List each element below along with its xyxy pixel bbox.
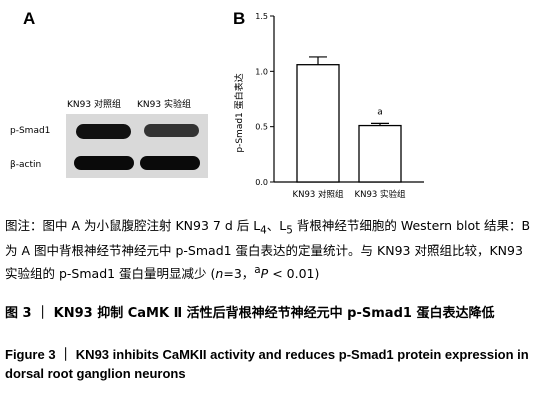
figure-caption: 图注：图中 A 为小鼠腹腔注射 KN93 7 d 后 L4、L5 背根神经节细胞… <box>5 218 531 281</box>
significance-marker: a <box>377 107 383 117</box>
y-tick-label: 1.0 <box>255 67 268 76</box>
bar <box>358 124 402 183</box>
figure-title-chinese: 图 3 ｜ KN93 抑制 CaMK Ⅱ 活性后背根神经节神经元中 p-Smad… <box>5 306 495 321</box>
band-psmad1-control <box>76 124 131 139</box>
bar <box>296 64 340 183</box>
lane-label-experimental: KN93 实验组 <box>137 100 191 110</box>
lane-label-control: KN93 对照组 <box>67 100 121 110</box>
blot-label-psmad1: p-Smad1 <box>10 126 51 136</box>
y-tick-label: 1.5 <box>255 12 268 21</box>
y-tick-label: 0.0 <box>255 178 268 187</box>
band-beta-actin-experimental <box>140 156 200 170</box>
bar-chart: p-Smad1 蛋白表达 0.0 0.5 1.0 1.5 KN93 对照组 KN93 实验… <box>233 12 424 200</box>
blot-beta-actin <box>66 150 208 178</box>
blot-psmad1 <box>66 114 208 150</box>
y-tick-label: 0.5 <box>255 123 268 132</box>
band-beta-actin-control <box>74 156 134 170</box>
x-tick-label: KN93 对照组 <box>293 189 344 200</box>
figure-title-english: Figure 3 ｜ KN93 inhibits CaMKII activity… <box>5 347 529 381</box>
x-tick-label: KN93 实验组 <box>355 189 406 200</box>
y-axis-label: p-Smad1 蛋白表达 <box>233 73 245 152</box>
panel-a-letter: A <box>23 9 36 28</box>
band-psmad1-experimental <box>144 124 199 137</box>
panel-b-letter: B <box>233 9 246 28</box>
blot-label-beta-actin: β-actin <box>10 160 42 170</box>
